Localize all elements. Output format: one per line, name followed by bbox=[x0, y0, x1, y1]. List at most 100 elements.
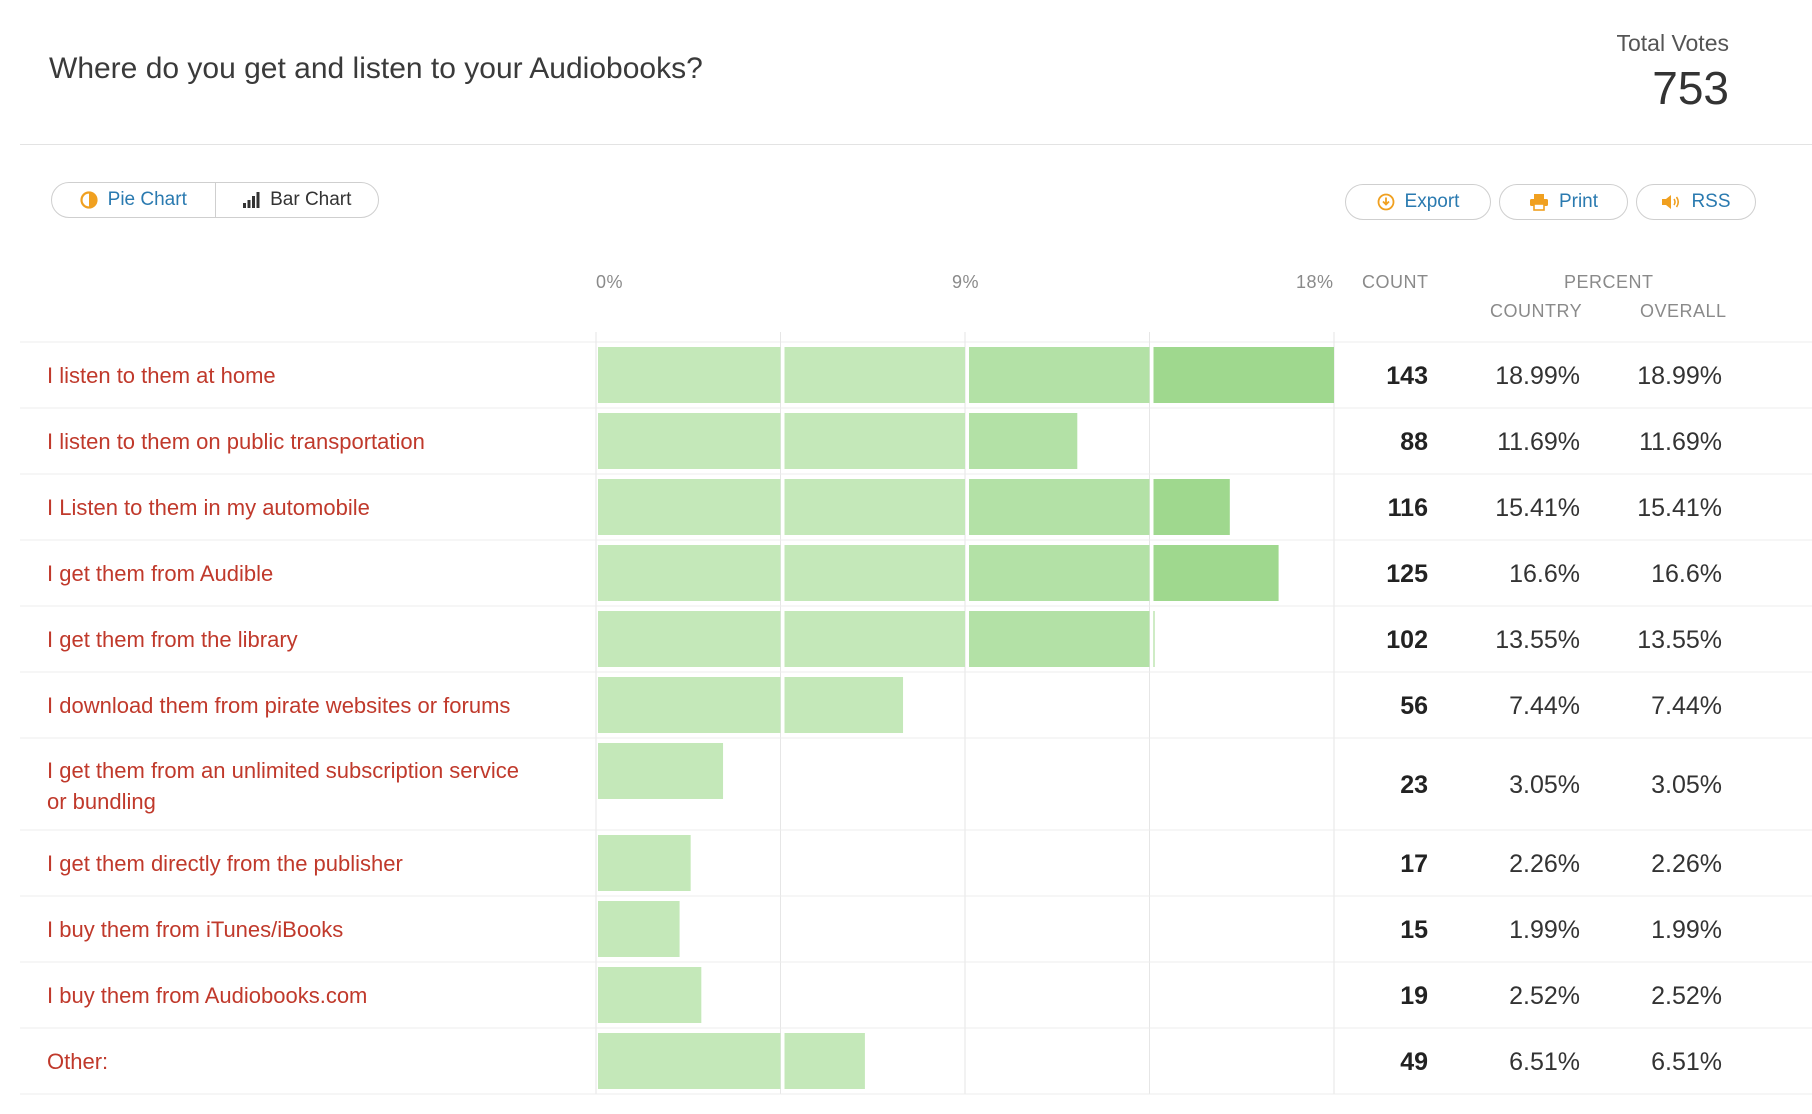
bar-segment bbox=[969, 479, 1150, 535]
overall-percent: 11.69% bbox=[1639, 428, 1722, 456]
export-label: Export bbox=[1404, 191, 1460, 212]
country-percent: 7.44% bbox=[1509, 692, 1580, 720]
country-percent: 6.51% bbox=[1509, 1048, 1580, 1076]
country-percent: 15.41% bbox=[1495, 494, 1580, 522]
row-label: I listen to them on public transportatio… bbox=[47, 429, 425, 454]
row-label: I download them from pirate websites or … bbox=[47, 693, 510, 718]
bar-segment bbox=[598, 347, 781, 403]
row-label: I get them from the library bbox=[47, 627, 298, 652]
count-value: 56 bbox=[1400, 692, 1428, 720]
bar-segment bbox=[598, 835, 691, 891]
country-percent: 11.69% bbox=[1497, 428, 1580, 456]
country-percent: 16.6% bbox=[1509, 560, 1580, 588]
rss-button[interactable]: RSS bbox=[1636, 184, 1756, 220]
bar-segment bbox=[598, 479, 781, 535]
row-label: I listen to them at home bbox=[47, 363, 276, 388]
poll-title: Where do you get and listen to your Audi… bbox=[49, 52, 703, 85]
bar-segment bbox=[1153, 611, 1155, 667]
country-percent: 13.55% bbox=[1495, 626, 1580, 654]
download-icon bbox=[1377, 193, 1394, 211]
pie-chart-label: Pie Chart bbox=[107, 189, 187, 210]
x-tick-label: 18% bbox=[1296, 272, 1334, 292]
chart-view-toggle: Pie Chart Bar Chart bbox=[51, 182, 379, 218]
x-tick-label: 9% bbox=[952, 272, 980, 292]
row-label: I buy them from Audiobooks.com bbox=[47, 983, 367, 1008]
bar-segment bbox=[784, 545, 965, 601]
bar-segment bbox=[784, 413, 965, 469]
row-label: Other: bbox=[47, 1049, 108, 1074]
count-value: 49 bbox=[1400, 1048, 1428, 1076]
overall-percent: 1.99% bbox=[1651, 916, 1722, 944]
count-value: 17 bbox=[1400, 850, 1428, 878]
count-value: 143 bbox=[1386, 362, 1428, 390]
bar-segment bbox=[598, 967, 702, 1023]
bar-segment bbox=[1153, 545, 1279, 601]
count-column-header: COUNT bbox=[1362, 272, 1429, 292]
country-percent: 2.26% bbox=[1509, 850, 1580, 878]
pie-chart-icon bbox=[80, 191, 98, 209]
bar-segment bbox=[969, 413, 1078, 469]
count-value: 23 bbox=[1400, 771, 1428, 799]
bar-segment bbox=[598, 901, 680, 957]
print-button[interactable]: Print bbox=[1499, 184, 1628, 220]
printer-icon bbox=[1529, 194, 1548, 211]
bar-segment bbox=[969, 611, 1150, 667]
percent-column-header: PERCENT bbox=[1564, 272, 1654, 292]
overall-percent: 13.55% bbox=[1637, 626, 1722, 654]
bar-segment bbox=[598, 545, 781, 601]
count-value: 102 bbox=[1386, 626, 1428, 654]
row-label: I get them from Audible bbox=[47, 561, 273, 586]
row-label: I get them directly from the publisher bbox=[47, 851, 403, 876]
count-value: 19 bbox=[1400, 982, 1428, 1010]
bar-segment bbox=[1153, 479, 1230, 535]
bar-chart-button[interactable]: Bar Chart bbox=[214, 183, 379, 217]
country-percent: 3.05% bbox=[1509, 771, 1580, 799]
pie-chart-button[interactable]: Pie Chart bbox=[52, 183, 215, 217]
overall-percent: 2.52% bbox=[1651, 982, 1722, 1010]
count-value: 88 bbox=[1400, 428, 1428, 456]
row-label: I Listen to them in my automobile bbox=[47, 495, 370, 520]
bar-segment bbox=[784, 347, 965, 403]
bar-chart-icon bbox=[243, 192, 260, 208]
print-label: Print bbox=[1558, 191, 1599, 212]
bar-segment bbox=[969, 545, 1150, 601]
bar-segment bbox=[598, 413, 781, 469]
bar-segment bbox=[784, 677, 904, 733]
bar-chart-label: Bar Chart bbox=[270, 189, 352, 210]
rss-label: RSS bbox=[1691, 191, 1731, 212]
overall-percent: 6.51% bbox=[1651, 1048, 1722, 1076]
bar-segment bbox=[598, 1033, 781, 1089]
action-buttons: Export Print RSS bbox=[1345, 184, 1756, 220]
speaker-icon bbox=[1662, 195, 1680, 209]
overall-percent: 16.6% bbox=[1651, 560, 1722, 588]
overall-percent: 15.41% bbox=[1637, 494, 1722, 522]
country-percent: 1.99% bbox=[1509, 916, 1580, 944]
count-value: 15 bbox=[1400, 916, 1428, 944]
overall-percent: 7.44% bbox=[1651, 692, 1722, 720]
count-value: 116 bbox=[1388, 494, 1428, 522]
overall-percent: 3.05% bbox=[1651, 771, 1722, 799]
total-votes-value: 753 bbox=[1652, 62, 1729, 114]
bar-segment bbox=[969, 347, 1150, 403]
count-value: 125 bbox=[1386, 560, 1428, 588]
country-column-header: COUNTRY bbox=[1490, 301, 1583, 321]
total-votes-label: Total Votes bbox=[1616, 30, 1729, 56]
header-divider bbox=[20, 144, 1812, 145]
bar-segment bbox=[784, 611, 965, 667]
bar-segment bbox=[598, 611, 781, 667]
bar-segment bbox=[598, 743, 724, 799]
bar-segment bbox=[1153, 347, 1334, 403]
row-label: I buy them from iTunes/iBooks bbox=[47, 917, 343, 942]
country-percent: 18.99% bbox=[1495, 362, 1580, 390]
overall-percent: 2.26% bbox=[1651, 850, 1722, 878]
export-button[interactable]: Export bbox=[1345, 184, 1491, 220]
bar-segment bbox=[598, 677, 781, 733]
overall-column-header: OVERALL bbox=[1640, 301, 1727, 321]
overall-percent: 18.99% bbox=[1637, 362, 1722, 390]
bar-segment bbox=[784, 479, 965, 535]
bar-segment bbox=[784, 1033, 865, 1089]
country-percent: 2.52% bbox=[1509, 982, 1580, 1010]
x-tick-label: 0% bbox=[596, 272, 624, 292]
row-label: I get them from an unlimited subscriptio… bbox=[47, 758, 519, 814]
